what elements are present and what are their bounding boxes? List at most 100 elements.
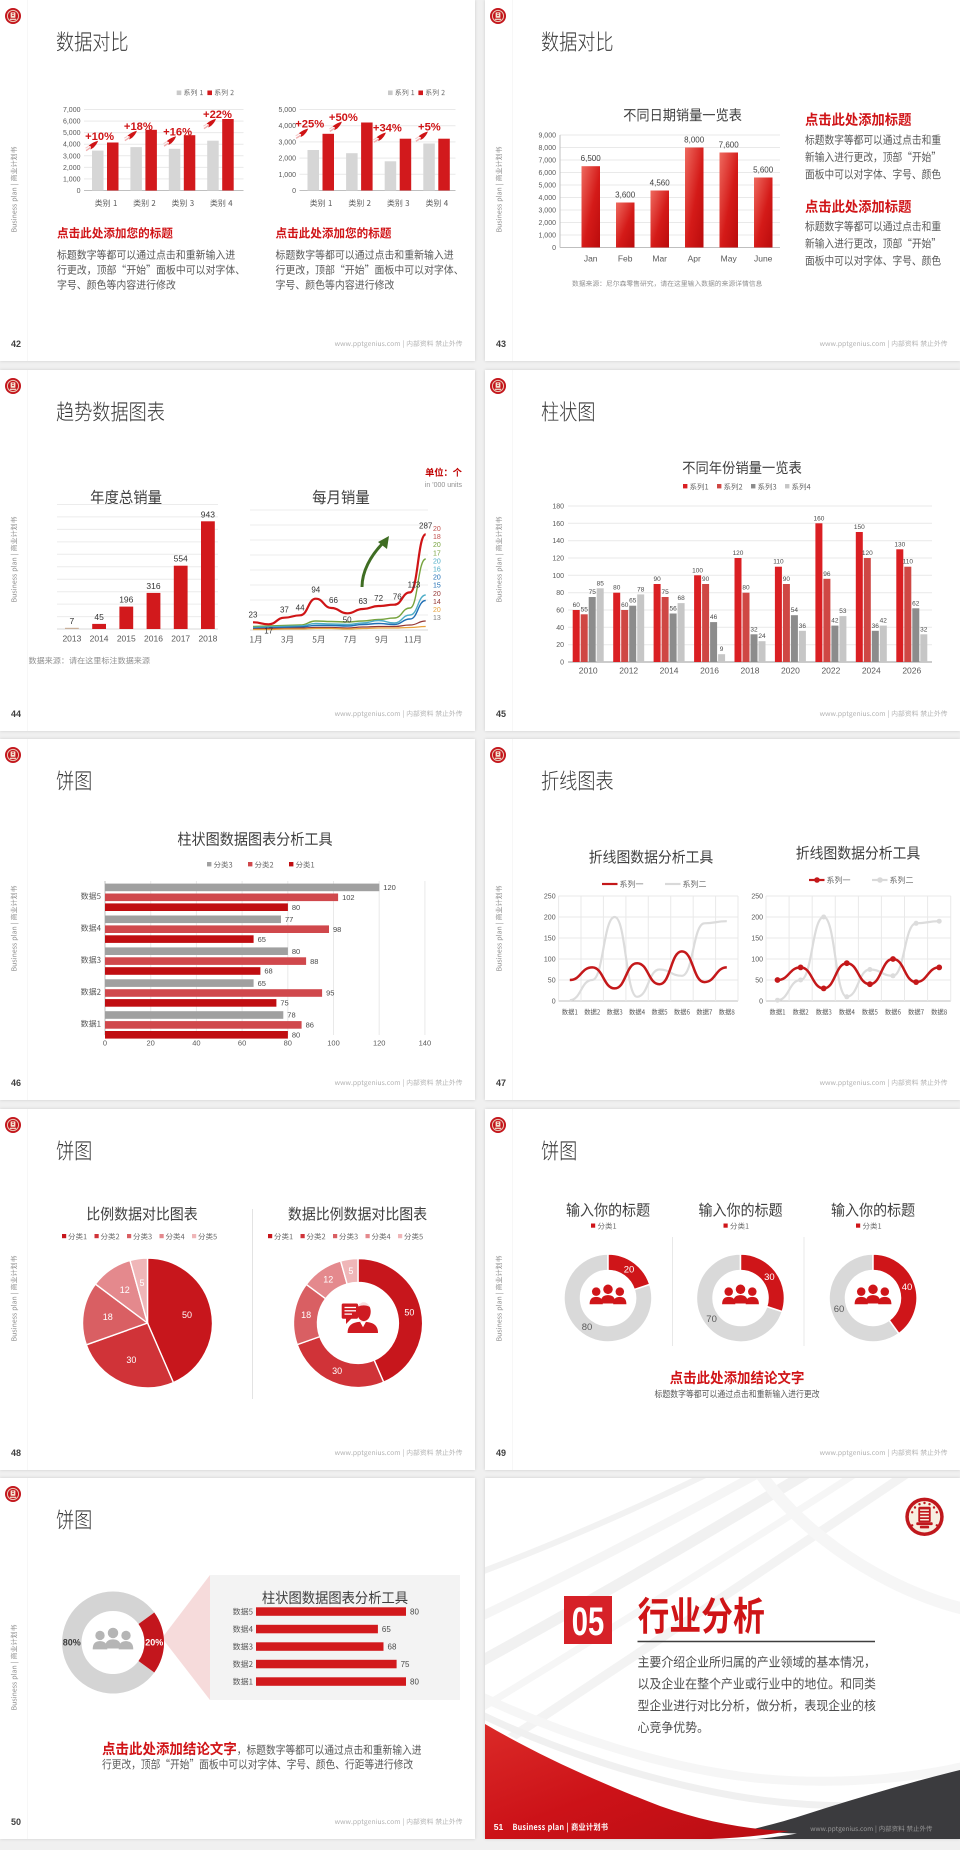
- svg-text:120: 120: [733, 550, 744, 557]
- svg-text:62: 62: [912, 600, 920, 607]
- svg-text:102: 102: [342, 893, 355, 902]
- svg-text:60: 60: [556, 607, 564, 614]
- svg-text:5,000: 5,000: [538, 183, 556, 190]
- svg-text:48: 48: [11, 1448, 21, 1458]
- svg-text:1,000: 1,000: [278, 172, 296, 179]
- svg-text:18: 18: [103, 1312, 113, 1322]
- svg-text:88: 88: [310, 957, 318, 966]
- svg-text:5: 5: [348, 1266, 353, 1276]
- svg-text:44: 44: [11, 709, 21, 719]
- svg-text:180: 180: [552, 503, 564, 510]
- svg-text:4,000: 4,000: [538, 195, 556, 202]
- svg-text:6,500: 6,500: [581, 154, 602, 163]
- svg-text:80: 80: [742, 584, 750, 591]
- svg-text:150: 150: [854, 524, 865, 531]
- svg-text:20: 20: [556, 642, 564, 649]
- svg-text:2026: 2026: [902, 665, 921, 675]
- svg-text:17: 17: [264, 626, 273, 635]
- svg-text:20: 20: [433, 542, 441, 549]
- svg-text:Apr: Apr: [688, 254, 701, 264]
- svg-text:36: 36: [872, 622, 880, 629]
- svg-text:37: 37: [280, 605, 289, 614]
- svg-text:80: 80: [410, 1608, 419, 1617]
- svg-text:2016: 2016: [700, 665, 719, 675]
- svg-text:7: 7: [70, 615, 75, 625]
- svg-text:18: 18: [433, 534, 441, 541]
- svg-text:4,000: 4,000: [278, 123, 296, 130]
- svg-text:50: 50: [343, 615, 352, 624]
- svg-text:8,000: 8,000: [684, 136, 705, 145]
- svg-text:20: 20: [147, 1039, 155, 1048]
- svg-text:100: 100: [692, 567, 703, 574]
- svg-text:+50%: +50%: [329, 112, 358, 124]
- svg-text:2024: 2024: [862, 665, 881, 675]
- svg-text:20: 20: [433, 526, 441, 533]
- svg-text:120: 120: [383, 883, 396, 892]
- svg-text:250: 250: [751, 894, 763, 901]
- svg-text:140: 140: [419, 1039, 432, 1048]
- svg-text:1,000: 1,000: [63, 176, 81, 183]
- svg-text:47: 47: [496, 1078, 506, 1088]
- svg-text:40: 40: [902, 1282, 913, 1293]
- svg-text:80: 80: [582, 1322, 593, 1333]
- svg-text:46: 46: [11, 1078, 21, 1088]
- svg-text:100: 100: [552, 572, 564, 579]
- svg-text:42: 42: [880, 617, 888, 624]
- svg-text:60: 60: [834, 1304, 845, 1315]
- svg-text:+25%: +25%: [295, 119, 324, 131]
- svg-text:130: 130: [894, 541, 905, 548]
- svg-text:1,000: 1,000: [538, 233, 556, 240]
- svg-text:68: 68: [677, 595, 685, 602]
- svg-text:05: 05: [572, 1599, 604, 1644]
- svg-text:53: 53: [839, 608, 847, 615]
- svg-text:3,000: 3,000: [63, 153, 81, 160]
- svg-text:+16%: +16%: [163, 127, 192, 139]
- svg-text:50: 50: [548, 978, 556, 985]
- svg-text:3,000: 3,000: [538, 208, 556, 215]
- svg-text:2022: 2022: [821, 665, 840, 675]
- svg-text:65: 65: [629, 597, 637, 604]
- svg-text:160: 160: [552, 520, 564, 527]
- svg-text:7,600: 7,600: [719, 141, 740, 150]
- svg-text:287: 287: [419, 521, 433, 530]
- svg-text:30: 30: [126, 1355, 136, 1365]
- svg-text:45: 45: [496, 709, 506, 719]
- svg-text:100: 100: [544, 957, 556, 964]
- svg-text:80: 80: [613, 584, 621, 591]
- svg-text:44: 44: [296, 603, 305, 612]
- svg-text:18: 18: [301, 1310, 311, 1320]
- svg-text:2012: 2012: [619, 665, 638, 675]
- svg-text:46: 46: [710, 614, 718, 621]
- svg-text:77: 77: [285, 915, 293, 924]
- svg-text:150: 150: [751, 936, 763, 943]
- svg-text:5,000: 5,000: [278, 107, 296, 114]
- svg-text:85: 85: [597, 580, 605, 587]
- svg-text:9,000: 9,000: [538, 133, 556, 140]
- svg-text:7,000: 7,000: [538, 158, 556, 165]
- svg-text:68: 68: [388, 1643, 397, 1652]
- svg-text:May: May: [721, 254, 738, 264]
- svg-text:20: 20: [433, 574, 441, 581]
- svg-text:78: 78: [637, 586, 645, 593]
- svg-text:40: 40: [556, 624, 564, 631]
- svg-text:68: 68: [264, 967, 272, 976]
- svg-text:63: 63: [358, 597, 367, 606]
- svg-text:6,000: 6,000: [63, 119, 81, 126]
- svg-text:50: 50: [404, 1307, 414, 1317]
- svg-text:20: 20: [624, 1264, 635, 1275]
- svg-text:16: 16: [433, 566, 441, 573]
- svg-text:14: 14: [433, 598, 441, 605]
- svg-text:554: 554: [174, 553, 188, 563]
- svg-text:2,000: 2,000: [278, 156, 296, 163]
- svg-text:20%: 20%: [145, 1638, 163, 1648]
- svg-text:4,560: 4,560: [650, 179, 671, 188]
- svg-text:20: 20: [433, 590, 441, 597]
- svg-text:150: 150: [544, 936, 556, 943]
- svg-text:200: 200: [544, 915, 556, 922]
- svg-text:2020: 2020: [781, 665, 800, 675]
- svg-text:110: 110: [903, 558, 914, 565]
- svg-text:120: 120: [862, 550, 873, 557]
- svg-text:80: 80: [292, 903, 300, 912]
- svg-text:8,000: 8,000: [538, 145, 556, 152]
- svg-text:55: 55: [581, 606, 589, 613]
